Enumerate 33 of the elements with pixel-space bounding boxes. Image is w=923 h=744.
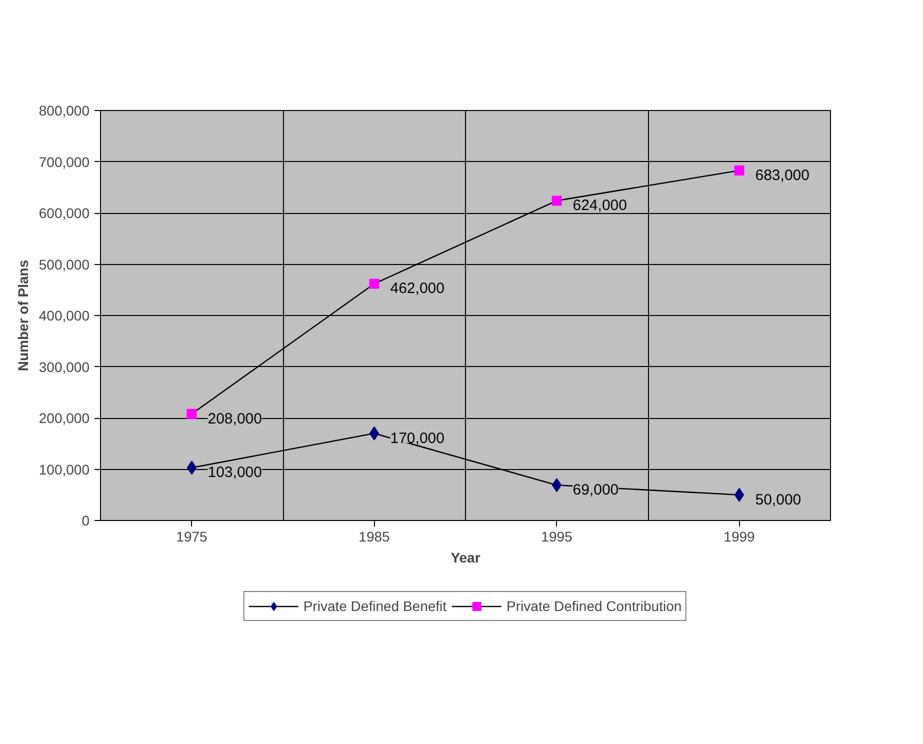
data-label: 624,000 [572, 197, 627, 214]
data-label: 50,000 [755, 491, 802, 508]
y-tick-label: 300,000 [38, 358, 90, 375]
point [369, 426, 380, 440]
data-label: 683,000 [755, 166, 810, 184]
x-axis-title: Year [450, 550, 481, 566]
y-tick-label: 200,000 [38, 410, 90, 426]
data-label: 69,000 [572, 482, 619, 499]
point [369, 278, 380, 289]
x-tick-label: 1995 [541, 528, 573, 544]
y-tick-label: 0 [82, 512, 90, 528]
point [734, 488, 744, 502]
point [552, 196, 562, 206]
data-label: 170,000 [390, 430, 444, 447]
x-tick-label: 1985 [358, 528, 390, 544]
y-tick-label: 800,000 [38, 102, 90, 118]
point [186, 460, 197, 475]
point [552, 478, 562, 492]
y-tick-label: 100,000 [38, 461, 90, 478]
x-tick-label: 1975 [176, 528, 208, 544]
point [734, 165, 744, 176]
y-tick-label: 500,000 [38, 256, 90, 272]
legend-label: Private Defined Contribution [506, 598, 682, 614]
y-tick-label: 600,000 [38, 205, 90, 221]
y-tick-label: 700,000 [38, 154, 90, 170]
y-tick-label: 400,000 [38, 308, 90, 324]
data-label: 103,000 [208, 464, 262, 482]
y-axis-title: Number of Plans [14, 260, 31, 372]
x-tick-label: 1999 [724, 528, 756, 544]
point [186, 408, 197, 419]
legend-label: Private Defined Benefit [303, 598, 447, 614]
data-label: 208,000 [208, 410, 262, 428]
data-label: 462,000 [390, 280, 444, 298]
